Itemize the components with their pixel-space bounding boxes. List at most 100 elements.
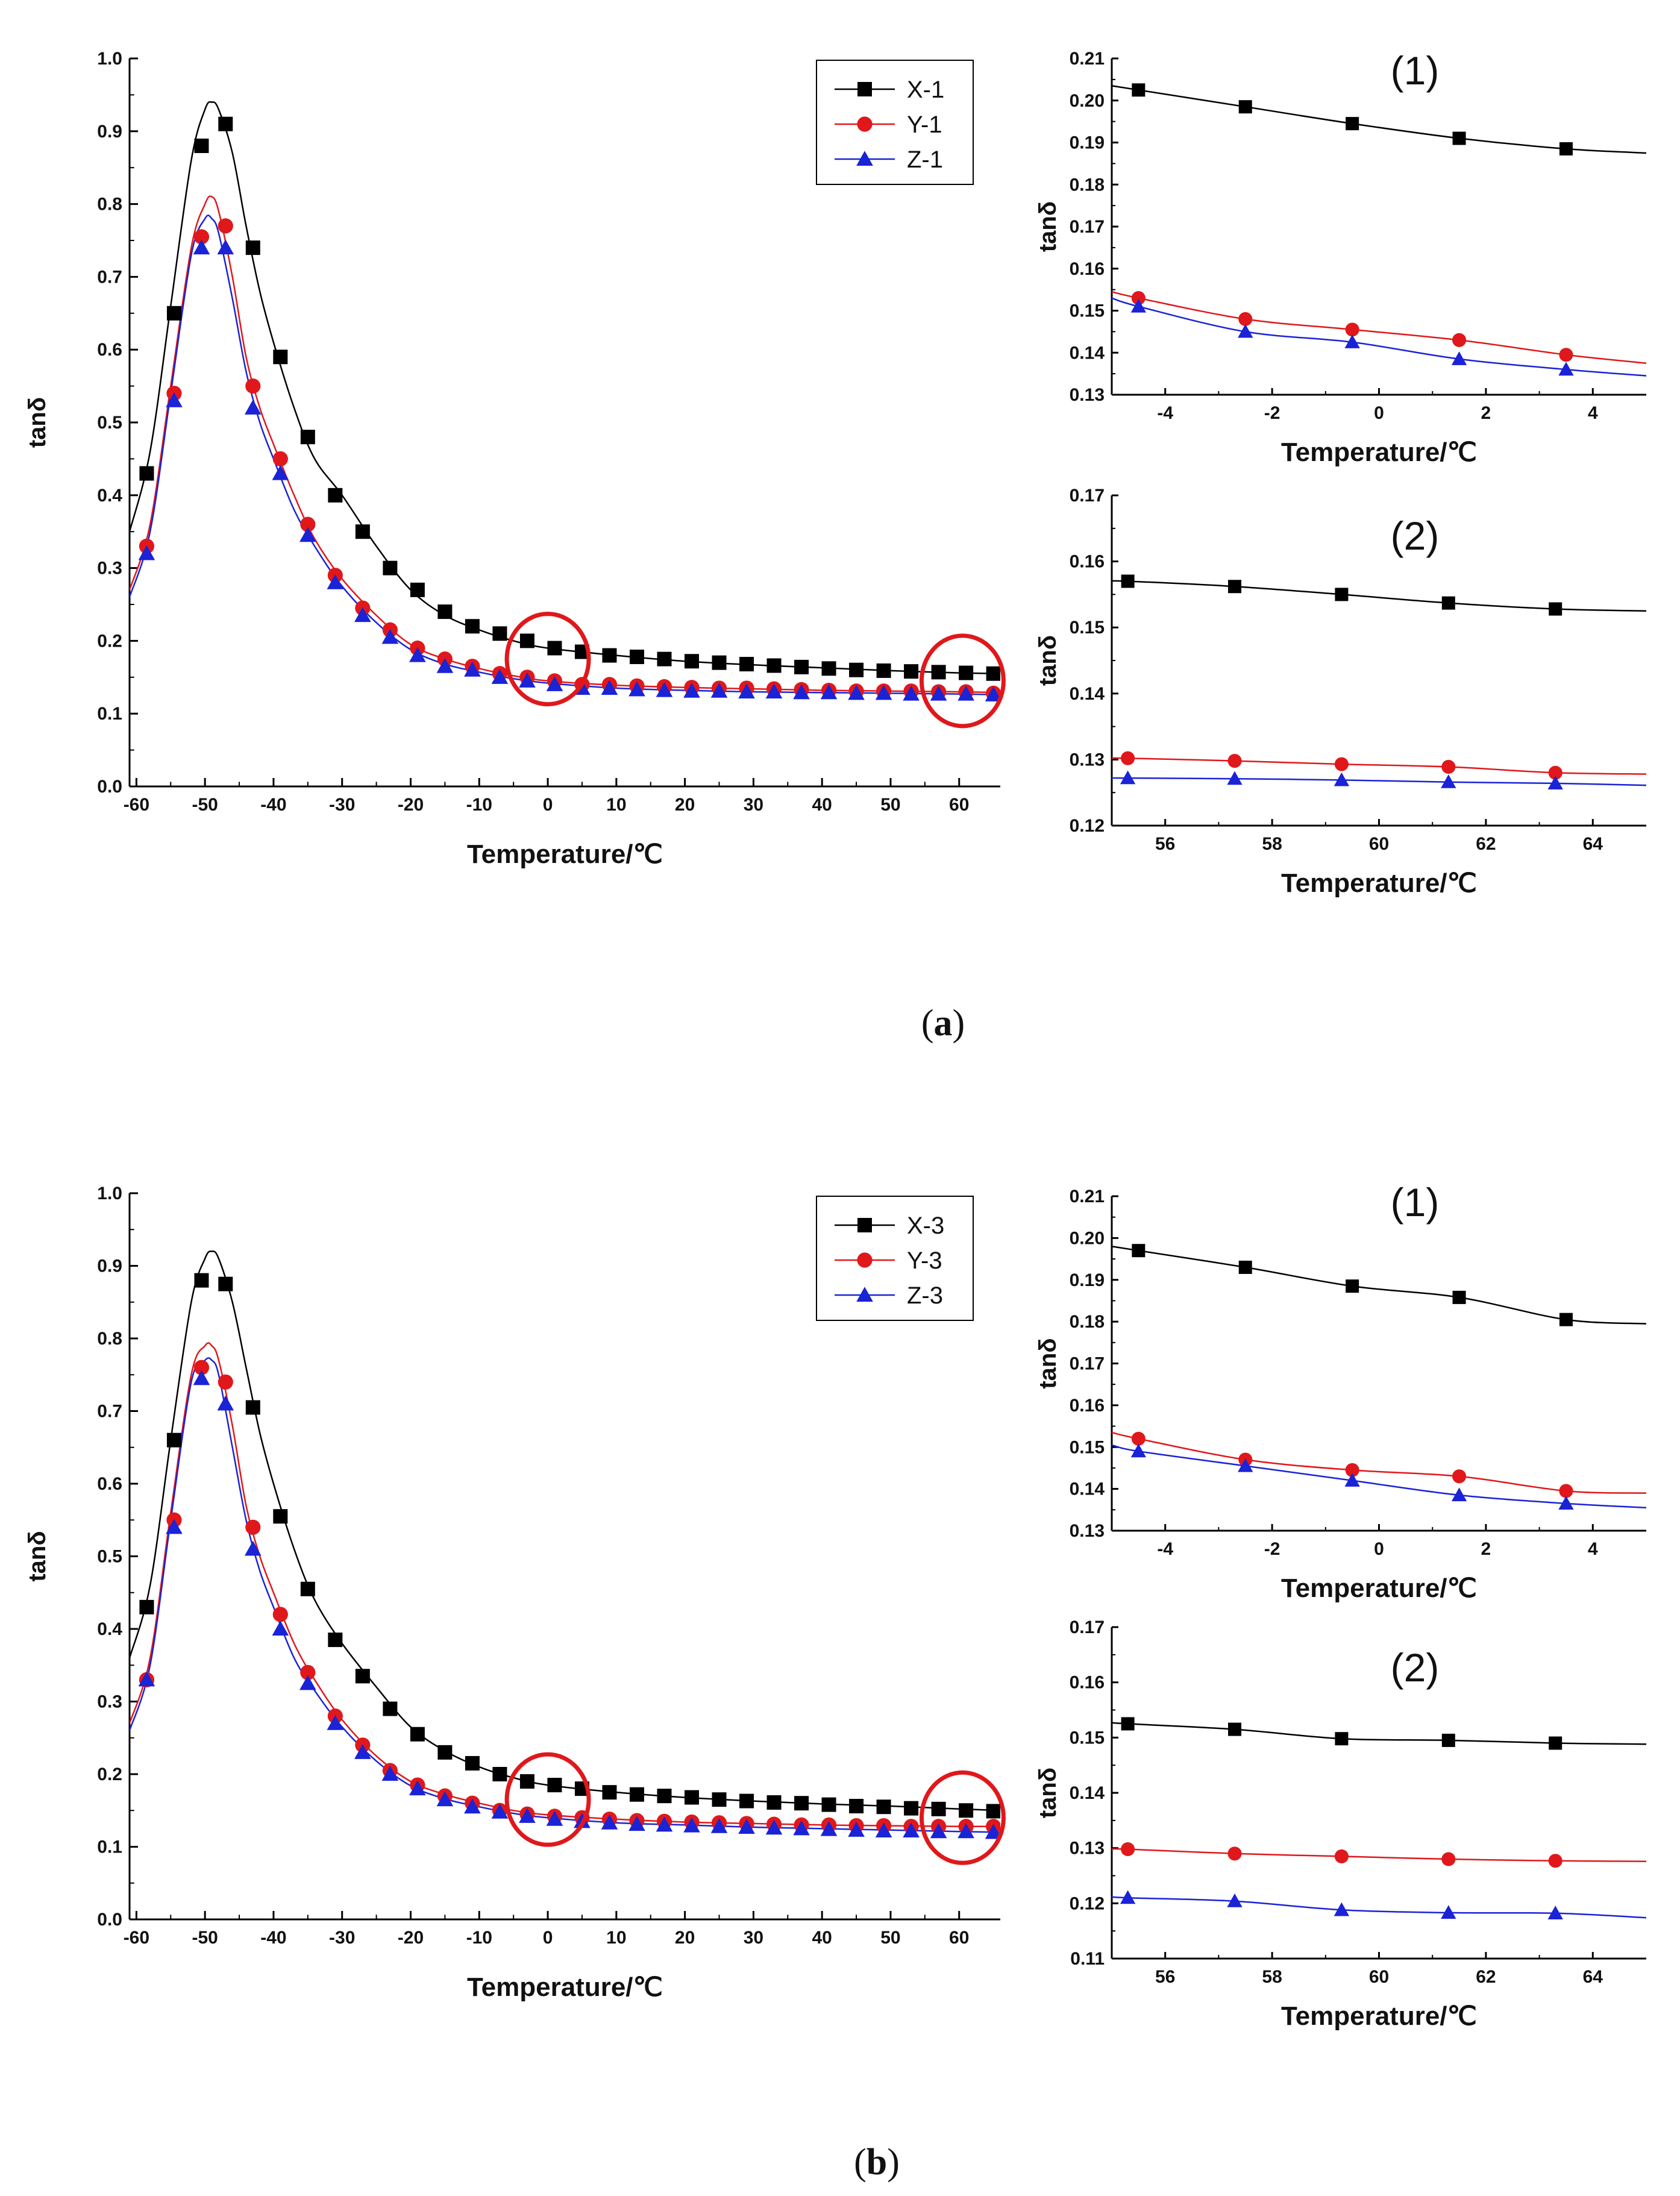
data-point-X-1: [904, 664, 919, 679]
data-point-X-3: [194, 1273, 209, 1288]
chart-b-inset-1: 0.13 0.14 0.15 0.16 0.17 0.18 0.19 0.20 0.21 -4 -2…: [1035, 1180, 1646, 1603]
x-tick-label: 0: [1374, 1539, 1384, 1559]
data-point-X-1: [1559, 142, 1573, 155]
x-axis-label: Temperature/℃: [1281, 438, 1477, 467]
data-point-X-1: [492, 626, 507, 641]
y-tick-label: 0.2: [97, 631, 122, 651]
data-point-X-1: [273, 350, 288, 365]
data-point-X-3: [245, 1400, 260, 1415]
data-point-Z-3: [519, 1808, 536, 1823]
y-tick-label: 0.17: [1070, 1354, 1105, 1374]
data-point-Y-3: [218, 1374, 233, 1390]
x-tick-label: -2: [1264, 1539, 1280, 1559]
data-point-Z-1: [381, 629, 399, 644]
y-tick-label: 0.16: [1070, 552, 1105, 572]
data-point-Z-1: [848, 685, 865, 700]
y-tick-label: 0.1: [97, 1837, 122, 1857]
data-point-X-1: [931, 665, 946, 680]
x-axis-label: Temperature/℃: [1281, 2001, 1477, 2031]
highlight-circle: [504, 1752, 591, 1847]
y-axis-label: tanδ: [1035, 201, 1061, 252]
data-point-Y-3: [1345, 1463, 1359, 1477]
x-tick-label: 64: [1583, 1967, 1603, 1987]
data-point-Z-3: [848, 1821, 865, 1837]
x-tick-label: 10: [606, 795, 626, 815]
x-tick-label: 62: [1476, 1967, 1496, 1987]
data-point-X-3: [1452, 1290, 1466, 1304]
data-point-X-1: [1121, 574, 1135, 588]
highlight-circle: [504, 612, 591, 707]
data-point-X-3: [1238, 1260, 1252, 1274]
x-tick-label: -4: [1157, 1539, 1173, 1559]
data-point-X-1: [794, 659, 809, 674]
data-point-Y-3: [1548, 1854, 1562, 1868]
data-point-X-3: [166, 1432, 181, 1448]
data-point-Z-1: [903, 685, 920, 701]
data-point-Z-3: [1441, 1905, 1456, 1919]
plot-area: [1112, 574, 1646, 789]
data-point-X-3: [355, 1669, 370, 1684]
data-point-X-3: [766, 1795, 782, 1810]
data-point-Z-3: [381, 1766, 399, 1781]
x-tick-label: -20: [398, 795, 424, 815]
y-tick-label: 0.14: [1070, 343, 1105, 363]
x-axis-label: Temperature/℃: [467, 839, 663, 869]
data-point-X-1: [218, 116, 233, 131]
data-point-X-3: [519, 1774, 534, 1789]
data-point-Z-1: [765, 683, 783, 698]
y-tick-label: 1.0: [97, 49, 122, 69]
data-point-X-1: [739, 657, 754, 672]
data-point-X-1: [1228, 580, 1242, 594]
y-tick-label: 0.5: [97, 1547, 122, 1567]
y-tick-label: 0.6: [97, 340, 122, 360]
highlight-circle: [919, 633, 1006, 729]
data-point-Z-1: [875, 685, 892, 700]
data-point-X-3: [904, 1801, 919, 1816]
data-point-Z-3: [1344, 1473, 1360, 1487]
data-point-Z-1: [354, 607, 371, 623]
legend: X-3 Y-3 Z-3: [816, 1196, 974, 1321]
data-point-Z-3: [354, 1744, 371, 1759]
data-point-Z-1: [166, 392, 183, 407]
x-tick-label: 56: [1155, 1967, 1175, 1987]
data-point-Z-3: [436, 1791, 454, 1807]
data-point-Z-3: [765, 1819, 783, 1835]
data-point-X-3: [383, 1701, 398, 1716]
legend-marker-Z-3: [856, 1287, 873, 1302]
data-point-Y-1: [300, 516, 316, 532]
y-tick-label: 0.15: [1070, 301, 1105, 321]
data-point-X-1: [1335, 588, 1349, 601]
data-point-Z-1: [327, 574, 344, 589]
y-tick-label: 0.21: [1070, 49, 1105, 69]
data-point-Z-3: [875, 1822, 892, 1838]
data-point-X-1: [821, 661, 836, 676]
y-axis-label: tanδ: [1035, 1768, 1061, 1818]
data-point-X-1: [355, 524, 370, 539]
y-tick-label: 0.17: [1070, 486, 1105, 506]
inset-title: (2): [1391, 1645, 1440, 1690]
y-axis-label: tanδ: [24, 1531, 51, 1581]
x-tick-label: 50: [880, 1928, 900, 1948]
chart-a-inset-2: 0.12 0.13 0.14 0.15 0.16 0.17 56 58 60 62 64 Temper…: [1035, 486, 1646, 898]
data-point-Y-3: [1334, 1849, 1349, 1863]
plot-area: [1112, 1244, 1646, 1510]
plot-area: [1112, 83, 1646, 377]
data-point-Z-1: [1558, 362, 1574, 376]
data-point-Y-1: [1548, 765, 1562, 780]
data-point-Z-3: [930, 1823, 947, 1839]
data-point-Z-1: [985, 686, 1000, 701]
data-point-Y-1: [1238, 312, 1253, 326]
data-point-Z-3: [245, 1540, 262, 1556]
y-tick-label: 0.11: [1070, 1949, 1105, 1969]
y-tick-label: 0.17: [1070, 1617, 1105, 1637]
y-tick-label: 0.15: [1070, 618, 1105, 638]
data-point-Y-3: [1131, 1431, 1146, 1446]
x-tick-label: -30: [329, 795, 355, 815]
data-point-Y-3: [193, 1360, 210, 1375]
data-point-Z-3: [217, 1395, 234, 1411]
data-point-X-3: [712, 1792, 727, 1807]
data-point-X-1: [629, 649, 644, 664]
data-point-X-1: [166, 306, 181, 321]
x-tick-label: 2: [1481, 403, 1491, 423]
data-point-Y-1: [1452, 333, 1467, 347]
